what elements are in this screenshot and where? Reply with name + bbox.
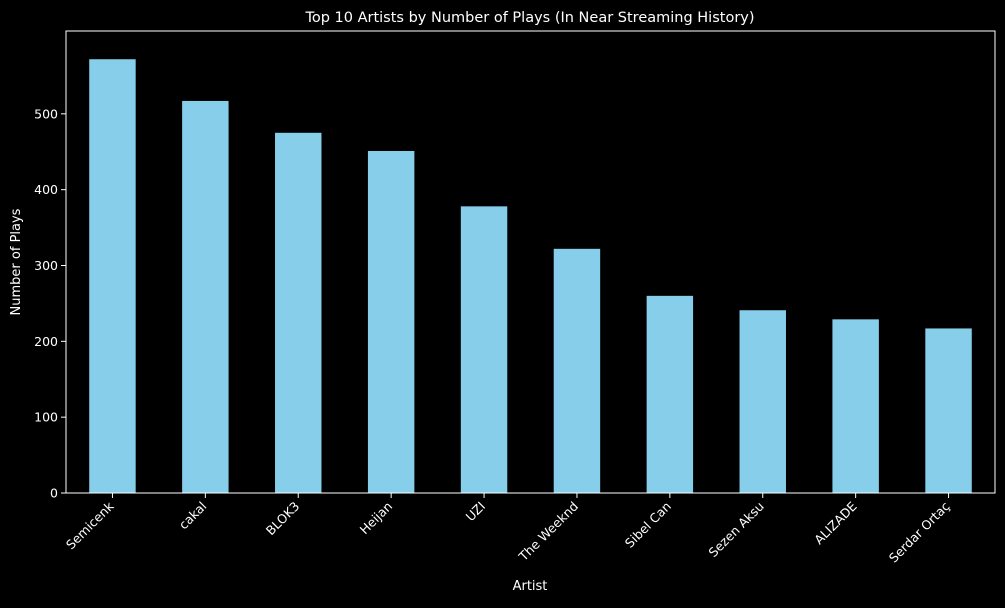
plot-frame [65, 30, 996, 494]
bars-layer [89, 59, 972, 494]
chart-title: Top 10 Artists by Number of Plays (In Ne… [304, 10, 754, 26]
bar-6 [646, 295, 694, 493]
bar-9 [925, 328, 972, 493]
bar-1 [182, 100, 229, 494]
y-axis-label: Number of Plays [9, 208, 24, 315]
bar-2 [275, 132, 322, 493]
bar-3 [367, 150, 415, 493]
bar-8 [832, 319, 879, 493]
y-tick-label-4: 400 [34, 182, 58, 197]
y-tick-label-0: 0 [50, 486, 58, 501]
bar-4 [460, 206, 508, 493]
bar-5 [553, 248, 601, 493]
y-tick-label-5: 500 [34, 106, 58, 121]
bar-7 [739, 310, 786, 493]
x-axis-label: Artist [513, 579, 548, 594]
bar-0 [89, 59, 136, 493]
y-tick-label-1: 100 [34, 410, 58, 425]
y-tick-label-2: 200 [34, 334, 58, 349]
y-tick-label-3: 300 [34, 258, 58, 273]
y-axis: 0 100 200 300 400 500 [34, 106, 66, 501]
